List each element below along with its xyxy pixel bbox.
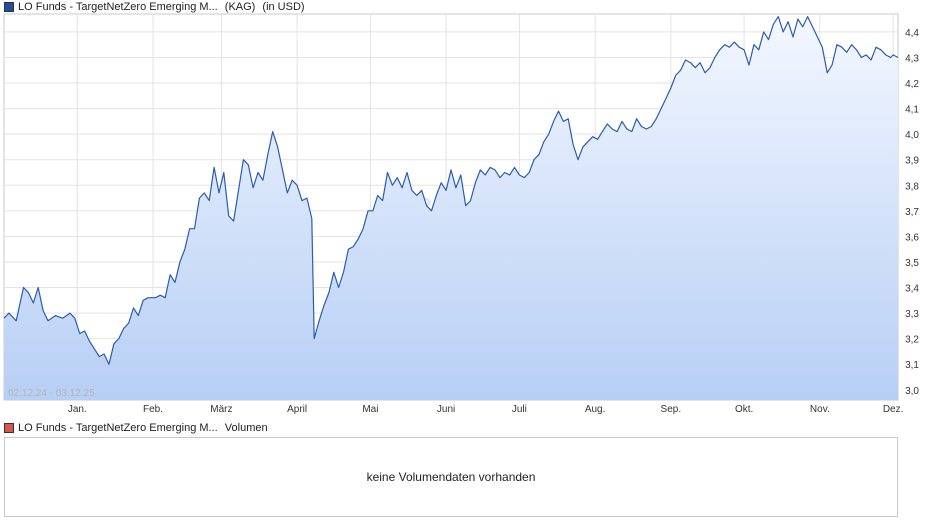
volume-legend-name: LO Funds - TargetNetZero Emerging M... — [18, 422, 218, 434]
y-tick-label: 3,8 — [905, 181, 919, 192]
legend-series-name: LO Funds - TargetNetZero Emerging M... — [18, 1, 218, 13]
y-tick-label: 4,4 — [905, 28, 919, 39]
no-volume-message: keine Volumendaten vorhanden — [366, 470, 536, 484]
x-tick-label: Feb. — [143, 404, 163, 415]
y-tick-label: 4,1 — [905, 105, 919, 116]
legend-series-type: (KAG) — [224, 1, 256, 13]
price-series-swatch — [4, 2, 14, 12]
y-tick-label: 3,6 — [905, 232, 919, 243]
legend-series-unit: (in USD) — [262, 1, 305, 13]
y-tick-label: 3,0 — [905, 386, 919, 397]
y-tick-label: 4,2 — [905, 79, 919, 90]
x-tick-label: Juni — [437, 404, 455, 415]
x-tick-label: Jan. — [68, 404, 87, 415]
y-tick-label: 3,3 — [905, 309, 919, 320]
volume-legend-suffix: Volumen — [224, 422, 268, 434]
volume-series-swatch — [4, 423, 14, 433]
price-line — [3, 16, 899, 365]
x-tick-label: Aug. — [585, 404, 606, 415]
x-tick-label: Juli — [512, 404, 527, 415]
y-tick-label: 3,4 — [905, 284, 919, 295]
y-tick-label: 3,5 — [905, 258, 919, 269]
x-tick-label: Sep. — [661, 404, 682, 415]
y-tick-label: 3,7 — [905, 207, 919, 218]
x-tick-label: Nov. — [810, 404, 830, 415]
date-range-label: 02.12.24 - 03.12.25 — [8, 388, 95, 399]
y-tick-label: 3,9 — [905, 156, 919, 167]
x-tick-label: Okt. — [735, 404, 753, 415]
volume-panel: keine Volumendaten vorhanden — [4, 437, 898, 517]
x-tick-label: März — [210, 404, 232, 415]
price-chart: 3,0 3,1 3,2 3,3 3,4 3,5 3,6 3,7 3,8 3,9 4,0 4,1 4,2 4… — [3, 13, 919, 415]
x-tick-label: Dez. — [883, 404, 904, 415]
y-tick-label: 4,3 — [905, 53, 919, 64]
y-tick-label: 3,2 — [905, 335, 919, 346]
x-tick-label: Mai — [362, 404, 378, 415]
volume-legend: LO Funds - TargetNetZero Emerging M... V… — [4, 421, 268, 435]
y-tick-label: 3,1 — [905, 360, 919, 371]
x-tick-label: April — [287, 404, 307, 415]
price-area-fill — [4, 16, 898, 400]
y-tick-label: 4,0 — [905, 130, 919, 141]
price-legend: LO Funds - TargetNetZero Emerging M... (… — [4, 0, 305, 14]
